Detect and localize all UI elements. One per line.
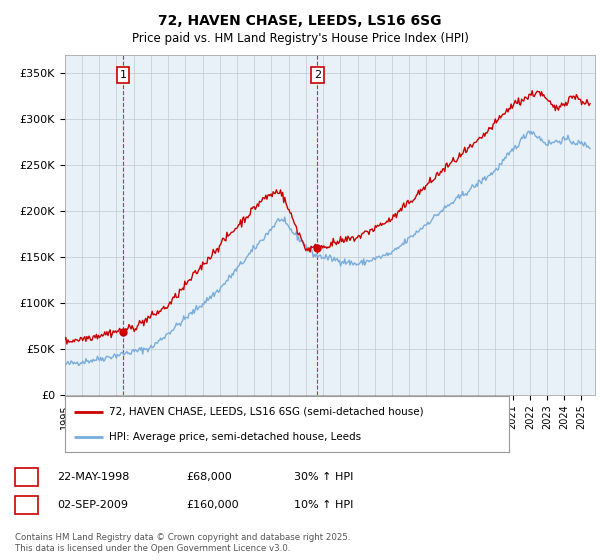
Text: 30% ↑ HPI: 30% ↑ HPI bbox=[294, 472, 353, 482]
Text: 22-MAY-1998: 22-MAY-1998 bbox=[57, 472, 130, 482]
Text: 1: 1 bbox=[23, 472, 30, 482]
Text: Price paid vs. HM Land Registry's House Price Index (HPI): Price paid vs. HM Land Registry's House … bbox=[131, 32, 469, 45]
Text: 10% ↑ HPI: 10% ↑ HPI bbox=[294, 500, 353, 510]
Text: Contains HM Land Registry data © Crown copyright and database right 2025.
This d: Contains HM Land Registry data © Crown c… bbox=[15, 533, 350, 553]
Text: £160,000: £160,000 bbox=[186, 500, 239, 510]
Text: HPI: Average price, semi-detached house, Leeds: HPI: Average price, semi-detached house,… bbox=[109, 432, 361, 442]
Text: £68,000: £68,000 bbox=[186, 472, 232, 482]
Text: 02-SEP-2009: 02-SEP-2009 bbox=[57, 500, 128, 510]
Text: 2: 2 bbox=[314, 70, 321, 80]
Text: 72, HAVEN CHASE, LEEDS, LS16 6SG (semi-detached house): 72, HAVEN CHASE, LEEDS, LS16 6SG (semi-d… bbox=[109, 407, 424, 417]
Text: 2: 2 bbox=[23, 500, 30, 510]
Text: 72, HAVEN CHASE, LEEDS, LS16 6SG: 72, HAVEN CHASE, LEEDS, LS16 6SG bbox=[158, 14, 442, 28]
Text: 1: 1 bbox=[119, 70, 127, 80]
